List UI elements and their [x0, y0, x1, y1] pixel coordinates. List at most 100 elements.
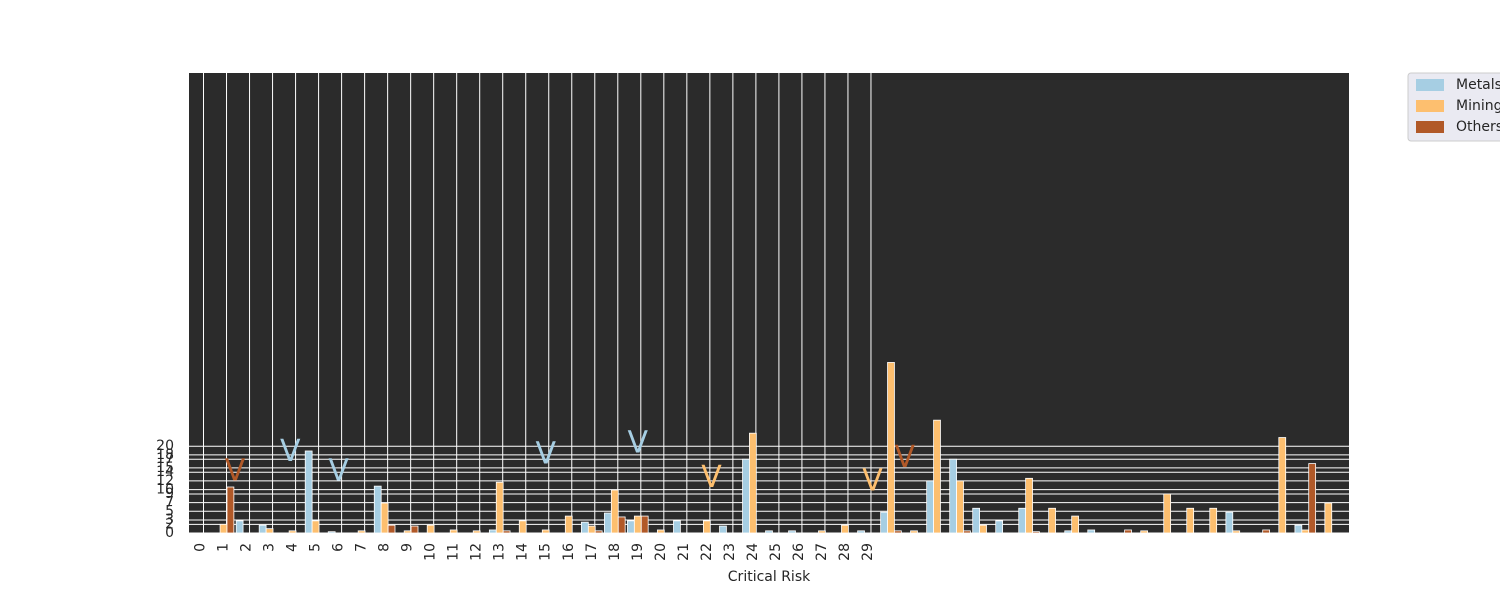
bar	[304, 450, 313, 534]
bar	[1124, 529, 1132, 534]
y-tick-label: 0	[165, 525, 174, 541]
y-tick-label: 5	[165, 503, 174, 519]
bar	[1018, 507, 1027, 534]
bar	[910, 530, 918, 534]
legend-label: Mining	[1456, 98, 1500, 114]
y-tick-label: 3	[165, 512, 174, 528]
annotation: V	[895, 440, 916, 475]
bar	[719, 525, 727, 534]
bar	[1071, 515, 1079, 534]
y-tick-label: 7	[165, 495, 174, 511]
bar	[1186, 507, 1195, 534]
bar	[949, 458, 957, 534]
bar	[979, 524, 987, 534]
bar	[1025, 477, 1033, 534]
x-tick-label: 17	[584, 543, 600, 561]
x-tick-label: 13	[492, 543, 508, 561]
annotation: V	[862, 464, 883, 499]
x-tick-label: 23	[722, 543, 738, 561]
bar	[357, 530, 366, 534]
bar	[449, 529, 458, 534]
bar	[380, 502, 389, 534]
bar	[1048, 507, 1056, 534]
x-tick-label: 2	[239, 543, 255, 552]
annotation: V	[628, 426, 649, 461]
bar	[788, 530, 796, 534]
legend: Metals Mining Others	[1407, 72, 1500, 142]
bar	[288, 530, 297, 534]
bar	[327, 531, 336, 534]
x-tick-label: 7	[354, 543, 370, 552]
legend-swatch	[1416, 121, 1444, 133]
x-tick-label: 9	[400, 543, 416, 552]
bar	[627, 520, 635, 534]
bar	[972, 507, 980, 534]
y-tick-label: 12	[156, 473, 174, 489]
x-tick-label: 3	[262, 543, 278, 552]
bar	[488, 529, 497, 534]
x-tick-label: 14	[515, 543, 531, 561]
x-tick-label: 18	[607, 543, 623, 561]
x-tick-label: 12	[469, 543, 485, 561]
bar	[857, 530, 865, 534]
bar	[633, 515, 642, 534]
bar	[926, 480, 934, 534]
bar	[749, 432, 757, 534]
plot-background	[189, 73, 1349, 533]
x-tick-label: 28	[837, 543, 853, 561]
bar	[1032, 531, 1040, 534]
bar	[258, 524, 267, 534]
bar	[604, 512, 612, 534]
x-tick-label: 0	[193, 543, 209, 552]
bar	[818, 530, 826, 534]
x-tick-label: 25	[768, 543, 784, 561]
bar	[880, 511, 888, 534]
bar	[265, 528, 274, 534]
x-tick-label: 8	[377, 543, 393, 552]
bar	[502, 530, 511, 534]
bar	[373, 485, 382, 534]
bar	[472, 530, 481, 534]
bar	[765, 530, 773, 534]
x-tick-label: 1	[216, 543, 232, 552]
bar	[640, 515, 649, 534]
x-tick-label: 29	[860, 543, 876, 561]
bar	[495, 481, 504, 534]
bar	[403, 530, 412, 534]
bar	[594, 530, 603, 534]
bar	[1301, 529, 1310, 534]
bar	[841, 524, 849, 534]
bar	[1064, 530, 1073, 534]
x-tick-label: 15	[538, 543, 554, 561]
legend-swatch	[1416, 79, 1444, 91]
x-tick-label: 24	[745, 543, 761, 561]
bar	[1278, 437, 1287, 534]
bar	[610, 489, 619, 534]
bar	[956, 480, 964, 534]
annotation: V	[701, 460, 722, 495]
bar	[742, 458, 750, 534]
legend-label: Others	[1456, 119, 1500, 135]
bar	[1308, 463, 1317, 534]
bar	[1087, 529, 1096, 534]
y-tick-label: 20	[156, 438, 174, 454]
bar	[581, 521, 589, 534]
x-tick-label: 4	[285, 543, 301, 552]
y-tick-label: 17	[156, 451, 174, 467]
annotation: V	[535, 436, 556, 471]
annotation: V	[328, 454, 349, 489]
bar	[617, 516, 626, 534]
bar	[219, 523, 228, 534]
bar	[1294, 524, 1303, 534]
legend-swatch	[1416, 100, 1444, 112]
bar	[426, 524, 435, 534]
x-tick-label: 5	[308, 543, 324, 552]
y-tick-label: 15	[156, 460, 174, 476]
bar	[656, 529, 665, 534]
bar	[235, 520, 244, 534]
y-tick-label: 18	[156, 447, 174, 463]
x-tick-label: 10	[423, 543, 439, 561]
bar	[1209, 507, 1218, 534]
